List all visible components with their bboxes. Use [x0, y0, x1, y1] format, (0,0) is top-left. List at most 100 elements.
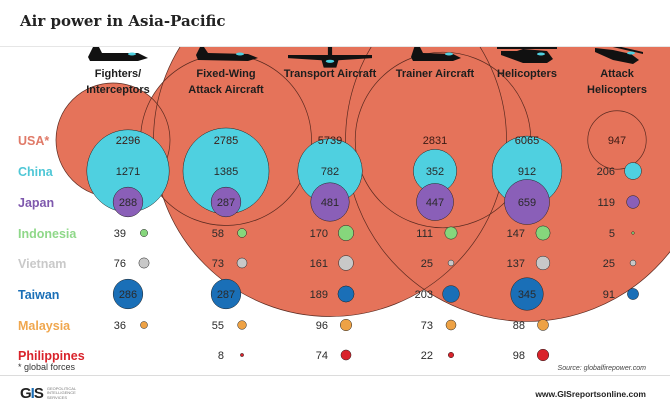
bubble-malaysia [537, 319, 549, 331]
country-label-vietnam: Vietnam [18, 257, 66, 271]
logo-mark: GIS [20, 385, 44, 402]
country-label-malaysia: Malaysia [18, 319, 71, 333]
bubble-vietnam [338, 255, 354, 271]
helicopter-icon-shape [497, 47, 557, 63]
bubble-taiwan [210, 278, 242, 310]
value-label-japan: 119 [597, 197, 615, 209]
bubble-indonesia [140, 229, 148, 237]
category-header-fighters-interceptors: Fighters/ [95, 68, 141, 80]
bubble-vietnam [629, 259, 637, 267]
logo-text: GEOPOLITICAL INTELLIGENCE SERVICES [46, 385, 77, 400]
bubble-indonesia [631, 231, 635, 235]
value-label-malaysia: 73 [421, 320, 433, 332]
value-label-malaysia: 88 [513, 320, 525, 332]
value-label-usa: 6065 [515, 135, 539, 147]
gis-logo: GIS GEOPOLITICAL INTELLIGENCE SERVICES [20, 385, 77, 402]
value-label-taiwan: 91 [603, 289, 615, 301]
value-label-japan: 447 [426, 197, 444, 209]
source-credit: Source: globalfirepower.com [557, 365, 646, 372]
trainer-jet-icon [411, 47, 461, 61]
value-label-indonesia: 170 [310, 228, 328, 240]
header-divider [0, 46, 670, 47]
value-label-vietnam: 25 [421, 258, 433, 270]
usa-bubble-attack-helicopters [587, 110, 647, 170]
value-label-usa: 5739 [318, 135, 342, 147]
value-label-indonesia: 111 [416, 228, 433, 240]
bubble-philippines [240, 353, 244, 357]
footer-divider [0, 375, 670, 376]
helicopter-icon [497, 47, 557, 63]
value-label-china: 1385 [214, 166, 238, 178]
value-label-japan: 288 [119, 197, 137, 209]
value-label-vietnam: 25 [603, 258, 615, 270]
transport-plane-icon [288, 47, 372, 68]
bubble-taiwan [112, 278, 144, 310]
website-link[interactable]: www.GISreportsonline.com [535, 389, 646, 399]
value-label-philippines: 74 [316, 350, 328, 362]
trainer-jet-icon-shape [411, 47, 461, 61]
attack-helicopter-icon [595, 47, 643, 64]
transport-plane-icon-shape [288, 47, 372, 68]
bubble-malaysia [339, 318, 353, 332]
country-label-usa: USA* [18, 134, 49, 148]
value-label-taiwan: 203 [415, 289, 433, 301]
value-label-usa: 2831 [423, 135, 447, 147]
value-label-vietnam: 137 [507, 258, 525, 270]
canopy [128, 52, 136, 56]
fighter-jet-icon [88, 47, 148, 61]
bubble-vietnam [236, 257, 248, 269]
category-header-fixed-wing-attack-aircraft: Attack Aircraft [188, 84, 264, 96]
value-label-japan: 287 [217, 197, 235, 209]
bubble-indonesia [535, 225, 551, 241]
bubble-malaysia [237, 320, 247, 330]
country-label-indonesia: Indonesia [18, 227, 77, 241]
bubble-japan [310, 182, 350, 222]
fighter-jet-icon-shape [88, 47, 148, 61]
bubble-taiwan [627, 288, 639, 300]
value-label-malaysia: 36 [114, 320, 126, 332]
country-label-japan: Japan [18, 196, 54, 210]
value-label-china: 352 [426, 166, 444, 178]
category-header-attack-helicopters: Helicopters [587, 84, 647, 96]
bubble-japan [504, 179, 550, 225]
usa-bubble-outline [587, 110, 647, 170]
value-label-usa: 947 [608, 135, 626, 147]
value-label-taiwan: 287 [217, 289, 235, 301]
value-label-china: 912 [518, 166, 536, 178]
bubble-philippines [447, 351, 455, 359]
value-label-indonesia: 58 [212, 228, 224, 240]
value-label-philippines: 98 [513, 350, 525, 362]
bubble-taiwan [442, 285, 460, 303]
value-label-china: 782 [321, 166, 339, 178]
value-label-vietnam: 161 [310, 258, 328, 270]
category-header-trainer-aircraft: Trainer Aircraft [396, 68, 475, 80]
bubble-taiwan [337, 285, 355, 303]
canopy [445, 52, 453, 56]
bubble-philippines [536, 348, 550, 362]
canopy [236, 52, 244, 56]
value-label-indonesia: 147 [507, 228, 525, 240]
value-label-usa: 2296 [116, 135, 140, 147]
canopy [537, 52, 545, 56]
value-label-china: 206 [597, 166, 615, 178]
bubble-vietnam [535, 255, 551, 271]
value-label-philippines: 22 [421, 350, 433, 362]
bubble-japan [626, 195, 640, 209]
bubble-vietnam [138, 257, 150, 269]
value-label-vietnam: 76 [114, 258, 126, 270]
value-label-philippines: 8 [218, 350, 224, 362]
bubble-indonesia [444, 226, 458, 240]
bubble-japan [416, 183, 454, 221]
value-label-taiwan: 345 [518, 289, 536, 301]
attack-jet-icon [196, 47, 258, 61]
footnote: * global forces [18, 362, 76, 372]
category-header-fixed-wing-attack-aircraft: Fixed-Wing [196, 68, 255, 80]
value-label-vietnam: 73 [212, 258, 224, 270]
bubble-indonesia [237, 228, 247, 238]
category-header-fighters-interceptors: Interceptors [86, 84, 150, 96]
bubble-vietnam [447, 259, 455, 267]
bubble-chart: Fighters/Interceptors Fixed-Wing Attack Ai… [18, 47, 670, 363]
value-label-malaysia: 55 [212, 320, 224, 332]
page-title: Air power in Asia-Pacific [20, 12, 226, 30]
bubble-china [624, 162, 642, 180]
